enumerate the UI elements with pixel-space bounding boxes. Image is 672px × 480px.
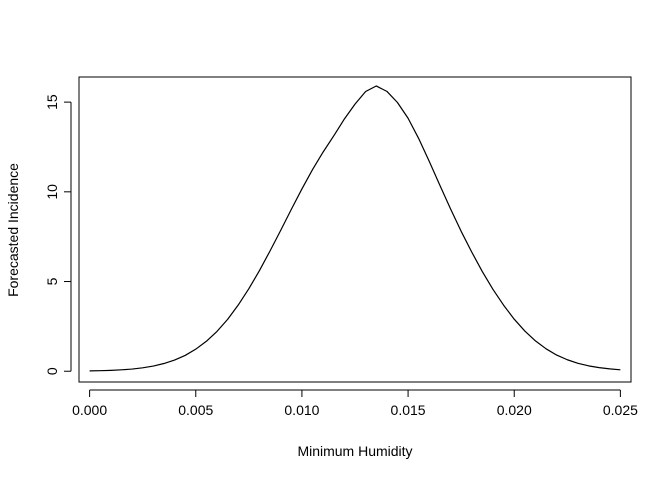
plot-frame	[78, 76, 632, 383]
x-tick-label: 0.000	[72, 402, 107, 418]
x-tick-label: 0.015	[391, 402, 426, 418]
y-tick-label: 10	[44, 184, 60, 200]
y-tick-label: 5	[44, 277, 60, 285]
y-axis-label: Forecasted Incidence	[5, 163, 21, 297]
y-tick-label: 0	[44, 367, 60, 375]
x-tick-label: 0.005	[178, 402, 213, 418]
y-tick-label: 15	[44, 94, 60, 110]
x-tick-label: 0.010	[284, 402, 319, 418]
series-line	[89, 85, 621, 372]
x-tick-label: 0.025	[603, 402, 638, 418]
x-axis-label: Minimum Humidity	[297, 443, 412, 459]
x-axis: 0.000 0.005 0.010 0.015 0.020 0.025	[72, 389, 638, 418]
x-tick-label: 0.020	[497, 402, 532, 418]
y-axis: 0 5 10 15	[44, 94, 72, 375]
